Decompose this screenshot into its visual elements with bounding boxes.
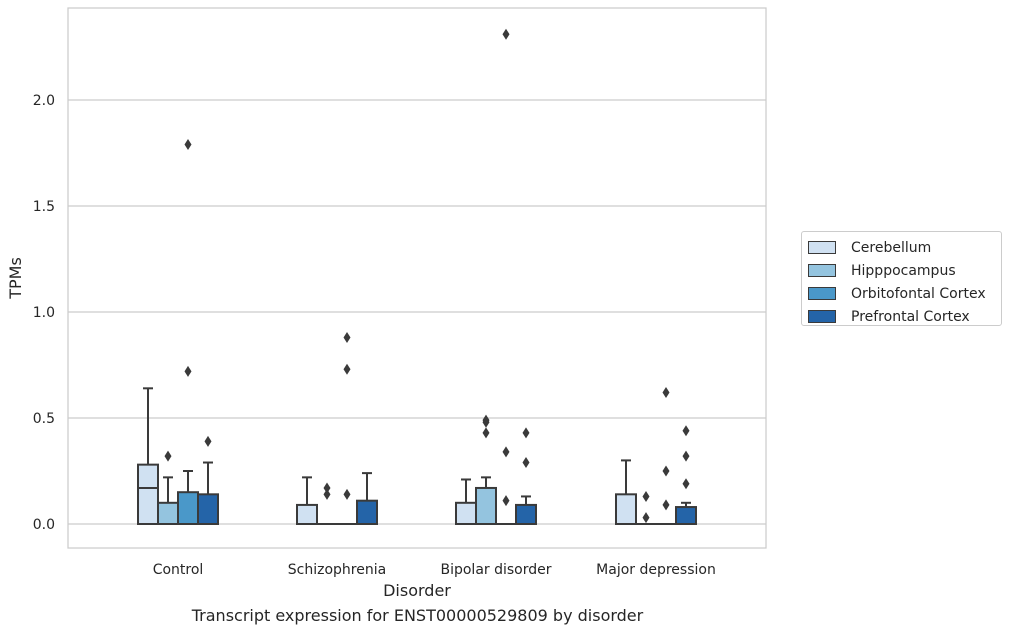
box-group xyxy=(636,490,656,525)
x-axis-label: Disorder xyxy=(383,581,451,600)
legend-item-prefrontal-cortex: Prefrontal Cortex xyxy=(808,305,1001,328)
box-group xyxy=(656,387,676,525)
box-group xyxy=(496,28,516,525)
box-group xyxy=(197,435,219,526)
y-tick-label: 1.0 xyxy=(33,305,55,321)
legend-item-orbitofrontal-cortex: Orbitofontal Cortex xyxy=(808,282,1001,305)
legend-label: Cerebellum xyxy=(851,239,932,256)
x-axis-ticks: Control Schizophrenia Bipolar disorder Majo… xyxy=(153,562,716,578)
y-axis-label: TPMs xyxy=(6,257,25,300)
box-group xyxy=(455,478,477,525)
box-body xyxy=(157,501,179,525)
outlier-point xyxy=(502,28,510,40)
outlier-point xyxy=(184,139,192,151)
outlier-point xyxy=(343,488,351,500)
legend-label: Prefrontal Cortex xyxy=(851,308,970,325)
outlier-point xyxy=(502,495,510,507)
box-body xyxy=(137,463,159,526)
box-group xyxy=(296,476,318,526)
y-tick-label: 0.5 xyxy=(33,411,55,427)
outlier-point xyxy=(682,425,690,437)
box-body xyxy=(356,499,378,525)
outlier-point xyxy=(343,363,351,375)
box-plot-series xyxy=(137,28,697,526)
grid-lines xyxy=(68,99,766,525)
box-group xyxy=(475,414,497,525)
box-body xyxy=(615,493,637,526)
box-body xyxy=(296,503,318,526)
y-tick-label: 1.5 xyxy=(33,199,55,215)
y-tick-label: 0.0 xyxy=(33,517,55,533)
box-body xyxy=(475,486,497,525)
outlier-point xyxy=(682,478,690,490)
box-body xyxy=(455,501,477,525)
legend-item-cerebellum: Cerebellum xyxy=(808,236,1001,259)
outlier-point xyxy=(482,414,490,426)
y-tick-label: 2.0 xyxy=(33,93,55,109)
outlier-point xyxy=(204,435,212,447)
box-body xyxy=(197,493,219,526)
y-axis-ticks: 0.0 0.5 1.0 1.5 2.0 xyxy=(33,93,55,533)
box-group xyxy=(157,450,179,525)
legend-swatch-prefrontal-cortex xyxy=(808,310,836,323)
chart-caption: Transcript expression for ENST0000052980… xyxy=(191,606,644,625)
outlier-point xyxy=(662,465,670,477)
legend-swatch-hippocampus xyxy=(808,264,836,277)
outlier-point xyxy=(662,387,670,399)
outlier-point xyxy=(522,457,530,469)
outlier-point xyxy=(164,450,172,462)
outlier-point xyxy=(323,488,331,500)
outlier-point xyxy=(682,450,690,462)
box-body xyxy=(177,491,199,526)
legend: Cerebellum Hipppocampus Orbitofontal Cor… xyxy=(801,231,1002,326)
box-body xyxy=(675,506,697,526)
box-group xyxy=(515,427,537,526)
plot-frame xyxy=(67,7,767,549)
x-tick-label: Schizophrenia xyxy=(288,562,386,578)
legend-label: Orbitofontal Cortex xyxy=(851,285,986,302)
x-tick-label: Major depression xyxy=(596,562,716,578)
legend-swatch-cerebellum xyxy=(808,241,836,254)
box-group xyxy=(675,425,697,526)
outlier-point xyxy=(323,482,331,494)
x-tick-label: Control xyxy=(153,562,204,578)
legend-swatch-orbitofrontal-cortex xyxy=(808,287,836,300)
box-body xyxy=(515,503,537,526)
outlier-point xyxy=(184,365,192,377)
outlier-point xyxy=(642,490,650,502)
x-tick-label: Bipolar disorder xyxy=(440,562,551,578)
outlier-point xyxy=(482,427,490,439)
box-group xyxy=(317,482,337,525)
box-group xyxy=(615,459,637,526)
legend-label: Hipppocampus xyxy=(851,262,956,279)
outlier-point xyxy=(662,499,670,511)
box-group xyxy=(337,331,357,525)
outlier-point xyxy=(522,427,530,439)
legend-item-hippocampus: Hipppocampus xyxy=(808,259,1001,282)
outlier-point xyxy=(642,512,650,524)
outlier-point xyxy=(502,446,510,458)
outlier-point xyxy=(343,331,351,343)
box-group xyxy=(177,139,199,526)
box-group xyxy=(356,472,378,525)
box-group xyxy=(137,387,159,526)
